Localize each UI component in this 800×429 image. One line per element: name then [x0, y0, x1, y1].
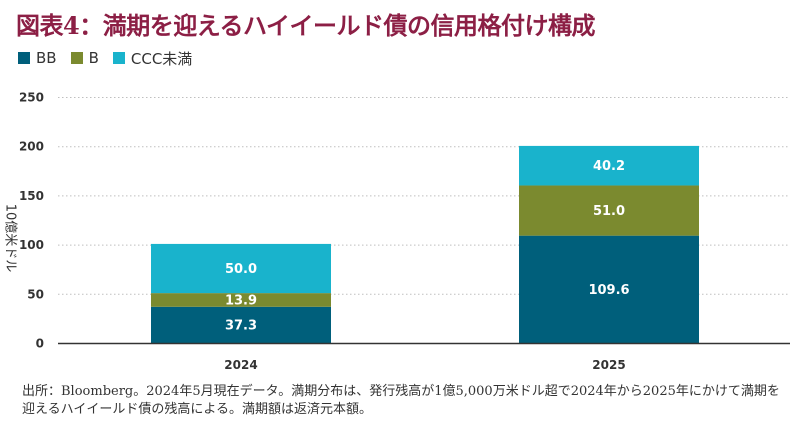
y-tick-label: 50	[27, 287, 44, 301]
legend-label-ccc: CCC未満	[130, 49, 193, 68]
y-tick-label: 250	[19, 91, 44, 105]
source-note: 出所：Bloomberg。2024年5月現在データ。満期分布は、発行残高が1億5…	[22, 384, 780, 417]
data-label: 50.0	[225, 262, 257, 277]
legend-swatch-bb	[18, 52, 30, 64]
legend-item-ccc: CCC未満	[112, 48, 193, 69]
bar-segment	[151, 306, 331, 344]
y-tick-label: 150	[19, 189, 44, 203]
y-tick-label: 100	[19, 238, 44, 252]
x-tick-label: 2025	[592, 358, 625, 372]
y-tick-label: 200	[19, 140, 44, 154]
y-tick-label: 0	[36, 337, 44, 351]
bar-segment	[151, 243, 331, 294]
legend-label-b: B	[88, 49, 99, 67]
legend-item-bb: BB	[18, 49, 57, 67]
bar-segment	[151, 293, 331, 307]
legend-swatch-b	[70, 52, 83, 64]
chart-title: 図表4：満期を迎えるハイイールド債の信用格付け構成	[16, 11, 596, 40]
bar-segment	[519, 185, 699, 236]
legend: BB B CCC未満	[18, 48, 192, 68]
data-label: 40.2	[593, 159, 625, 174]
legend-item-b: B	[70, 49, 99, 67]
bar-segment	[519, 235, 699, 344]
bar-segment	[519, 145, 699, 186]
data-label: 109.6	[588, 283, 629, 298]
data-label: 37.3	[225, 319, 257, 334]
legend-label-bb: BB	[36, 49, 57, 67]
x-tick-label: 2024	[224, 358, 257, 372]
data-label: 51.0	[593, 204, 625, 219]
legend-swatch-ccc	[112, 52, 125, 64]
data-label: 13.9	[225, 293, 257, 308]
